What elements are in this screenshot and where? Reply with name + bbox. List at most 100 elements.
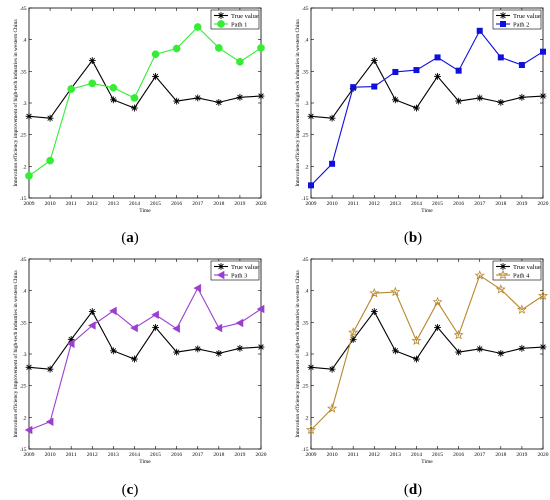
legend-label: Path 2 <box>513 21 529 28</box>
data-point-series-2 <box>172 324 180 333</box>
x-tick-label: 2012 <box>87 201 98 207</box>
x-tick-label: 2017 <box>474 201 485 207</box>
data-point-series-1 <box>152 73 159 80</box>
x-tick-label: 2018 <box>213 201 224 207</box>
data-point-series-2 <box>348 327 359 337</box>
data-point-series-1 <box>173 97 181 105</box>
y-tick-label: .3 <box>22 352 26 358</box>
data-point-series-2 <box>235 318 244 328</box>
data-point-series-1 <box>539 343 547 351</box>
legend-marker <box>497 269 509 280</box>
data-point-series-2 <box>329 160 336 167</box>
x-tick-label: 2015 <box>432 201 443 207</box>
data-point-series-1 <box>215 349 223 357</box>
data-point-series-1 <box>476 94 484 102</box>
data-point-series-1 <box>328 365 336 373</box>
x-tick-label: 2009 <box>306 201 317 207</box>
x-tick-label: 2015 <box>150 201 161 207</box>
x-tick-label: 2012 <box>369 201 380 207</box>
chart-panel-1: .15 .2 .25 .3 .35 .4 .45 2009 2010 2011 2012 2013 20… <box>12 6 267 246</box>
legend-marker <box>217 20 225 28</box>
data-point-series-2 <box>518 62 525 68</box>
y-tick-label: .4 <box>22 38 26 44</box>
y-tick-label: .15 <box>20 447 27 453</box>
y-tick-label: .4 <box>304 38 308 44</box>
chart-panel-3: .15 .2 .25 .3 .35 .4 .45 2009 2010 2011 2012 2013 20… <box>12 257 267 498</box>
data-point-series-1 <box>349 336 357 343</box>
x-tick-label: 2016 <box>171 201 182 207</box>
plot-area <box>310 258 544 450</box>
data-point-series-2 <box>24 425 33 435</box>
data-point-series-2 <box>350 84 357 91</box>
data-point-series-1 <box>46 114 54 122</box>
x-tick-label: 2013 <box>390 201 401 207</box>
x-tick-label: 2019 <box>234 201 245 207</box>
x-tick-label: 2010 <box>327 201 338 207</box>
x-tick-label: 2020 <box>538 201 549 207</box>
data-point-series-1 <box>434 324 441 331</box>
data-point-series-1 <box>413 104 420 112</box>
y-tick-label: .35 <box>20 320 27 326</box>
data-point-series-2 <box>257 44 265 52</box>
legend-marker <box>499 263 507 270</box>
data-point-series-2 <box>109 83 118 92</box>
data-point-series-1 <box>236 93 244 101</box>
data-point-series-2 <box>392 68 399 75</box>
x-tick-label: 2010 <box>327 452 338 458</box>
panel-label: (a) <box>121 230 139 246</box>
series-line-2 <box>28 26 262 177</box>
data-point-series-1 <box>88 57 96 64</box>
x-tick-label: 2011 <box>348 452 359 458</box>
series-line-2 <box>28 286 262 431</box>
x-tick-label: 2010 <box>45 452 56 458</box>
x-tick-label: 2014 <box>129 201 140 207</box>
data-point-series-2 <box>236 57 244 66</box>
plot-area <box>310 7 544 199</box>
x-tick-label: 2018 <box>213 452 224 458</box>
series-line-1 <box>310 59 544 119</box>
data-point-series-2 <box>390 286 401 297</box>
x-tick-label: 2018 <box>495 201 506 207</box>
data-point-series-1 <box>215 98 223 106</box>
y-tick-label: .4 <box>304 289 308 295</box>
data-point-series-2 <box>151 310 159 319</box>
x-axis-title: Time <box>139 459 151 465</box>
data-point-series-1 <box>497 349 505 357</box>
x-tick-label: 2014 <box>411 201 422 207</box>
data-point-series-1 <box>46 365 54 373</box>
x-tick-label: 2016 <box>453 201 464 207</box>
x-tick-label: 2015 <box>432 452 443 458</box>
data-point-series-2 <box>308 182 314 189</box>
x-axis-title: Time <box>421 459 433 465</box>
y-axis-title: Innovation efficiency improvement of hig… <box>294 19 301 187</box>
x-tick-label: 2009 <box>306 452 317 458</box>
data-point-series-1 <box>370 57 378 64</box>
legend-label: Path 1 <box>231 21 247 28</box>
data-point-series-1 <box>131 355 138 363</box>
y-tick-label: .15 <box>302 196 309 202</box>
legend-marker <box>217 263 225 270</box>
series-line-2 <box>310 274 544 431</box>
y-tick-label: .35 <box>20 69 27 75</box>
data-point-series-2 <box>497 54 504 61</box>
data-point-series-1 <box>455 348 463 356</box>
x-tick-label: 2011 <box>66 201 77 207</box>
x-tick-label: 2017 <box>474 452 485 458</box>
x-tick-label: 2013 <box>108 452 119 458</box>
data-point-series-2 <box>305 424 317 435</box>
legend-label: True value <box>513 13 541 20</box>
y-tick-label: .35 <box>302 69 309 75</box>
data-point-series-2 <box>371 83 378 90</box>
data-point-series-2 <box>476 27 483 34</box>
x-tick-label: 2012 <box>369 452 380 458</box>
y-tick-label: .3 <box>304 101 308 107</box>
data-point-series-1 <box>518 93 526 101</box>
data-point-series-2 <box>130 323 138 333</box>
data-point-series-2 <box>109 306 117 316</box>
y-tick-label: .15 <box>302 447 309 453</box>
data-point-series-2 <box>453 329 464 340</box>
panel-label: (b) <box>404 230 422 246</box>
x-tick-label: 2010 <box>45 201 56 207</box>
data-point-series-2 <box>66 339 75 349</box>
y-tick-label: .45 <box>302 6 309 12</box>
